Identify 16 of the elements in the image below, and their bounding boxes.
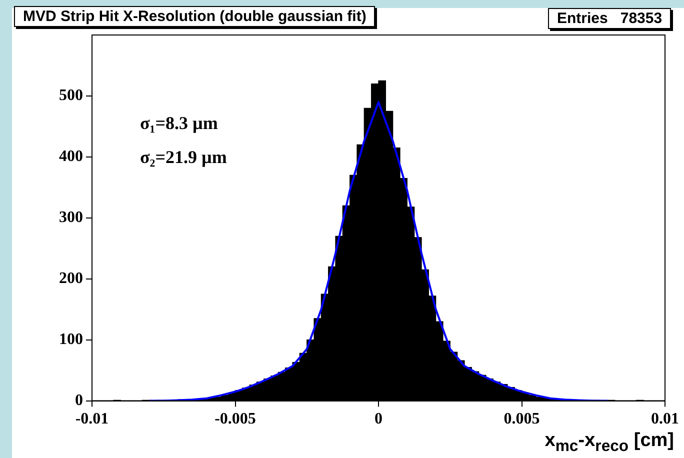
x-tick-label: 0.01	[651, 410, 679, 428]
annotation: σ₁=8.3 µm	[140, 113, 218, 134]
chart-title: MVD Strip Hit X-Resolution (double gaussian fit)	[14, 6, 376, 27]
annotation: σ₂=21.9 µm	[140, 147, 227, 168]
y-tick-label: 400	[59, 148, 83, 166]
x-tick-label: 0	[374, 410, 382, 428]
x-tick-label: -0.01	[75, 410, 109, 428]
x-tick-label: -0.005	[214, 410, 256, 428]
x-axis-title: x$_{mc}$-x$_{reco}$ [cm]	[544, 430, 674, 456]
y-tick-label: 0	[75, 392, 83, 409]
y-tick-label: 100	[59, 330, 83, 348]
y-tick-label: 500	[59, 87, 83, 104]
x-tick-label: 0.005	[504, 410, 540, 428]
text: Entries 78353	[548, 8, 672, 29]
y-tick-label: 300	[59, 209, 83, 226]
y-tick-label: 200	[59, 270, 83, 288]
